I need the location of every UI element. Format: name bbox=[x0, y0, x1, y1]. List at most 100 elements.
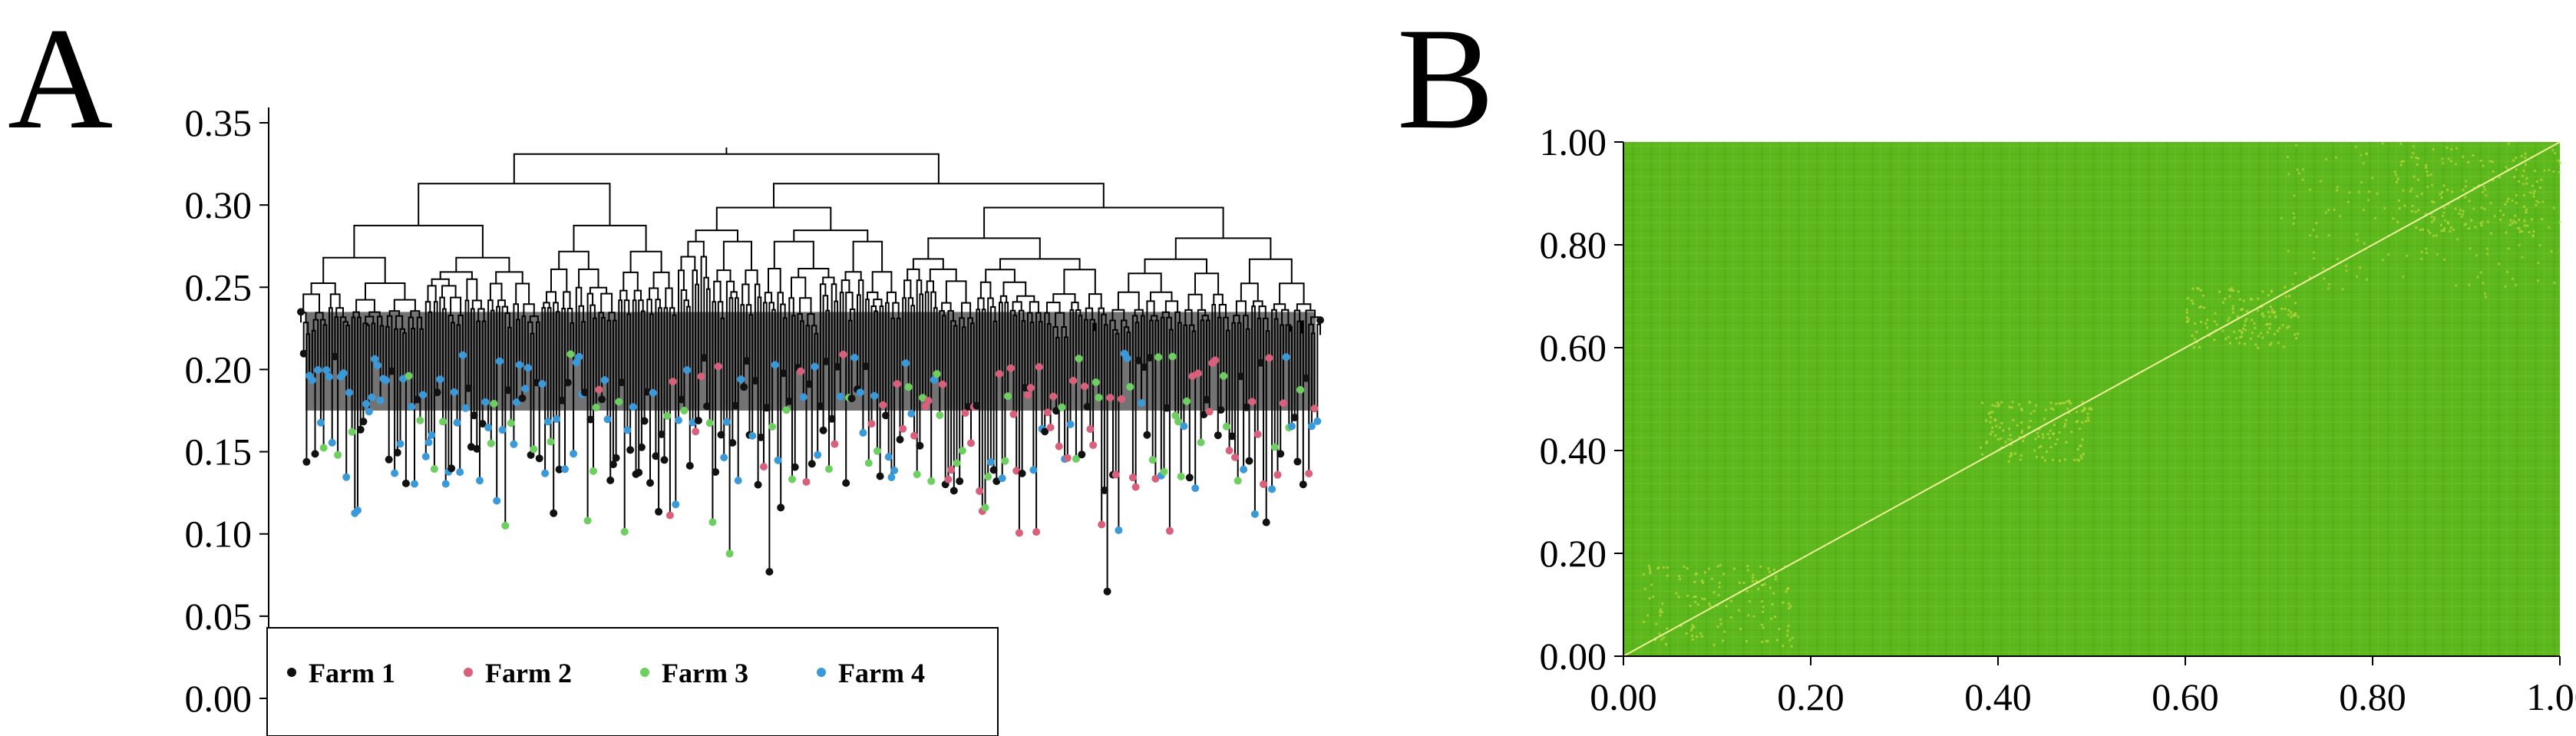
leaf-point bbox=[677, 395, 685, 404]
heatmap-cell-high bbox=[1660, 611, 1663, 614]
y-tick-label: 0.00 bbox=[1540, 635, 1607, 678]
heatmap-cell-high bbox=[1649, 572, 1652, 575]
leaf-point bbox=[910, 431, 918, 440]
heatmap-cell-high bbox=[2432, 201, 2436, 204]
leaf-point bbox=[657, 430, 665, 438]
leaf-point bbox=[814, 451, 822, 459]
heatmap-cell-high bbox=[1786, 634, 1788, 637]
panel-letter-b: B bbox=[1397, 0, 1494, 160]
leaf-point bbox=[782, 406, 791, 414]
heatmap-cell-high bbox=[2417, 209, 2420, 212]
heatmap-cell-high bbox=[2432, 219, 2436, 222]
leaf-point bbox=[649, 388, 657, 397]
heatmap-cell-high bbox=[2472, 186, 2475, 190]
heatmap-cell-high bbox=[2436, 252, 2439, 256]
heatmap-cell-high bbox=[1996, 405, 2000, 408]
leaf-point bbox=[1078, 451, 1086, 459]
legend-marker bbox=[287, 668, 296, 677]
heatmap-cell-high bbox=[2522, 183, 2525, 186]
heatmap-cell-high bbox=[2411, 210, 2413, 213]
heatmap-cell-high bbox=[2506, 270, 2508, 273]
leaf-point bbox=[1098, 520, 1106, 529]
heatmap-cell-high bbox=[1700, 635, 1703, 638]
leaf-point bbox=[754, 480, 762, 489]
heatmap-cell-high bbox=[1765, 640, 1768, 643]
heatmap-cell-high bbox=[1663, 636, 1666, 639]
leaf-point bbox=[501, 522, 510, 530]
heatmap-cell-high bbox=[2197, 287, 2200, 290]
leaf-point bbox=[1180, 422, 1188, 431]
leaf-point bbox=[470, 411, 478, 420]
leaf-point bbox=[441, 480, 450, 488]
heatmap-cell-high bbox=[2429, 231, 2432, 234]
heatmap-cell-high bbox=[1782, 645, 1785, 648]
heatmap-cell-high bbox=[2470, 219, 2473, 222]
heatmap-cell-high bbox=[2052, 408, 2055, 411]
heatmap-cell-high bbox=[2194, 338, 2197, 341]
heatmap-cell-high bbox=[2059, 402, 2062, 405]
leaf-point bbox=[1001, 457, 1009, 465]
leaf-point bbox=[538, 380, 547, 388]
heatmap-cell-high bbox=[1776, 639, 1778, 642]
heatmap-cell-high bbox=[2083, 407, 2086, 409]
leaf-point bbox=[1140, 363, 1148, 371]
heatmap-cell-high bbox=[2195, 331, 2198, 333]
heatmap-cell-high bbox=[2294, 272, 2297, 275]
leaf-point bbox=[456, 468, 464, 477]
leaf-point bbox=[405, 371, 413, 380]
legend-label: Farm 3 bbox=[662, 658, 748, 688]
y-tick-label: 0.25 bbox=[185, 266, 253, 309]
heatmap-cell-high bbox=[2018, 403, 2021, 406]
heatmap-cell-high bbox=[2512, 277, 2515, 280]
leaf-point bbox=[1268, 485, 1276, 493]
leaf-point bbox=[1151, 474, 1160, 483]
heatmap-cell-high bbox=[2020, 454, 2023, 457]
heatmap-cell-high bbox=[2531, 218, 2534, 221]
leaf-point bbox=[570, 450, 578, 458]
leaf-point bbox=[879, 401, 887, 409]
heatmap-cell-high bbox=[2505, 166, 2508, 169]
y-tick-label: 0.35 bbox=[185, 101, 253, 144]
leaf-point bbox=[311, 450, 319, 458]
leaf-point bbox=[797, 367, 805, 375]
heatmap-cell-high bbox=[2492, 170, 2495, 173]
heatmap-cell-high bbox=[2450, 147, 2453, 150]
heatmap-cell-high bbox=[2525, 208, 2528, 211]
heatmap-cell-high bbox=[2002, 429, 2005, 432]
leaf-point bbox=[996, 370, 1003, 378]
leaf-point bbox=[1154, 353, 1163, 361]
heatmap-cell-high bbox=[2413, 175, 2416, 178]
heatmap-cell-high bbox=[2286, 326, 2289, 329]
leaf-point bbox=[1075, 355, 1083, 363]
leaf-point bbox=[600, 376, 609, 385]
heatmap-cell-high bbox=[2229, 342, 2231, 345]
leaf-point bbox=[1194, 369, 1202, 378]
x-tick-label: 1.00 bbox=[2526, 675, 2576, 718]
leaf-point bbox=[859, 429, 867, 437]
heatmap-cell-high bbox=[2081, 410, 2084, 413]
leaf-point bbox=[493, 497, 501, 505]
heatmap-cell-high bbox=[1752, 573, 1755, 576]
heatmap-cell-high bbox=[2420, 257, 2423, 260]
leaf-point bbox=[1262, 518, 1270, 526]
heatmap-cell-high bbox=[2346, 200, 2350, 203]
heatmap-cell-high bbox=[2504, 203, 2507, 206]
leaf-point bbox=[850, 354, 859, 361]
leaf-point bbox=[1299, 480, 1307, 489]
heatmap-cell-high bbox=[2256, 309, 2259, 312]
heatmap-cell-high bbox=[1788, 639, 1792, 642]
leaf-point bbox=[1245, 457, 1253, 465]
heatmap-cell-high bbox=[2035, 404, 2038, 407]
heatmap-cell-high bbox=[2270, 342, 2273, 345]
heatmap-cell-high bbox=[1659, 610, 1662, 613]
heatmap-cell-high bbox=[1985, 441, 1988, 444]
heatmap-cell-high bbox=[1650, 583, 1653, 586]
leaf-point bbox=[513, 398, 521, 407]
leaf-point bbox=[1081, 382, 1088, 391]
heatmap-cell-high bbox=[2228, 295, 2231, 298]
leaf-point bbox=[356, 425, 365, 434]
heatmap-cell-high bbox=[2458, 212, 2461, 215]
leaf-point bbox=[453, 418, 461, 427]
heatmap-cell-high bbox=[2297, 332, 2300, 335]
heatmap-cell-high bbox=[2396, 180, 2399, 183]
